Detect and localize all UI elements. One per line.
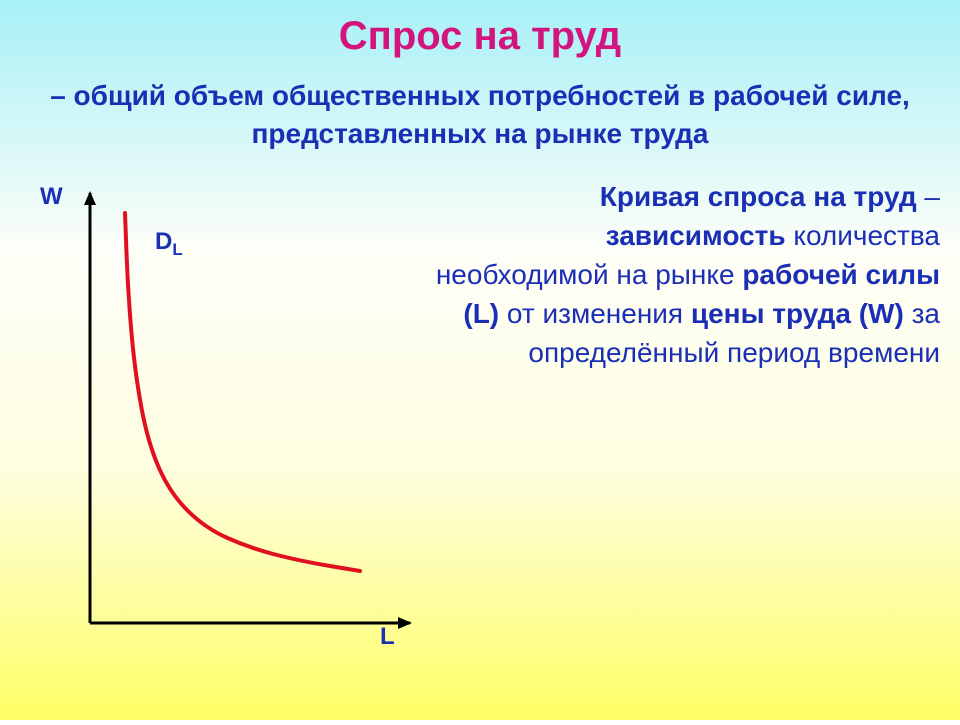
x-axis xyxy=(90,617,412,629)
curve-label-main: D xyxy=(155,228,172,255)
chart-svg xyxy=(20,173,420,653)
demand-curve xyxy=(125,213,360,571)
curve-label: DL xyxy=(155,228,183,260)
curve-label-sub: L xyxy=(172,239,182,258)
description-part: от изменения xyxy=(499,298,691,329)
x-axis-label: L xyxy=(380,623,395,651)
y-axis xyxy=(84,191,96,623)
y-axis-label: W xyxy=(40,183,63,211)
page-title: Спрос на труд xyxy=(0,0,960,77)
description-text: Кривая спроса на труд – зависимость коли… xyxy=(420,173,940,653)
description-part: Кривая спроса на труд xyxy=(600,181,917,212)
chart-area: W L DL xyxy=(20,173,420,653)
subtitle-prefix: – xyxy=(50,80,73,111)
subtitle: – общий объем общественных потребностей … xyxy=(0,77,960,173)
description-part: – xyxy=(917,181,940,212)
description-part: цены труда (W) xyxy=(691,298,904,329)
content-row: W L DL Кривая спроса на труд – зависимос… xyxy=(0,173,960,653)
description-part: зависимость xyxy=(606,220,786,251)
subtitle-text: общий объем общественных потребностей в … xyxy=(74,80,910,149)
